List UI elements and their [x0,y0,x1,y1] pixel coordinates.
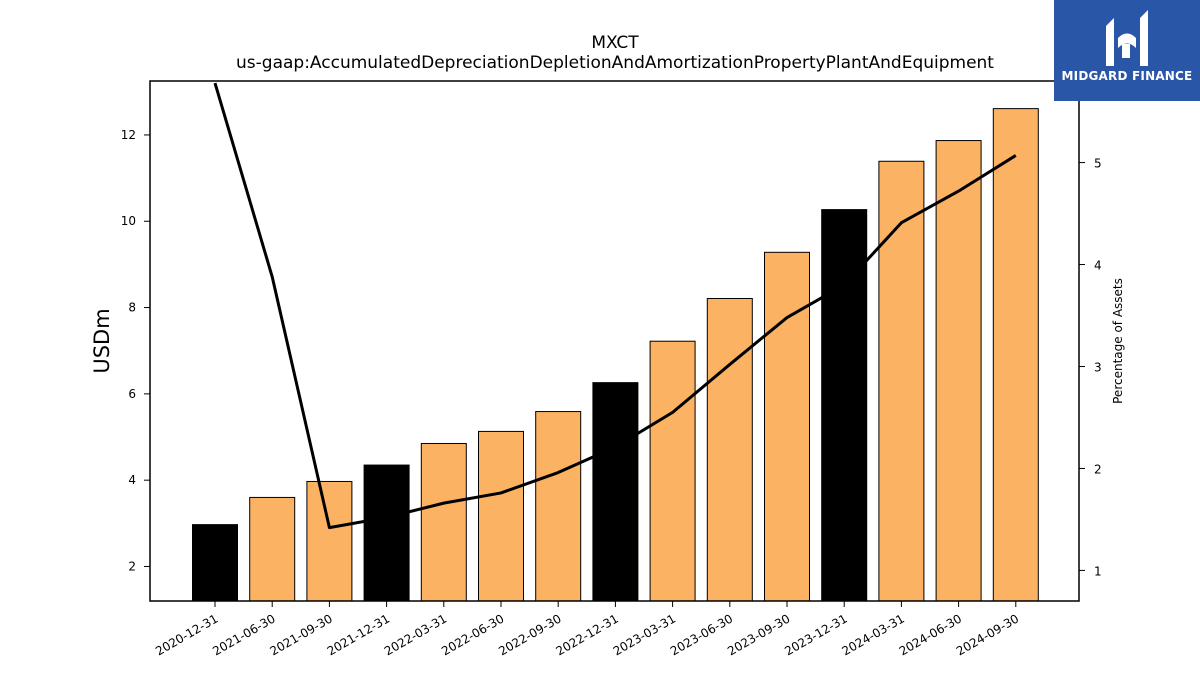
bars-layer [192,108,1039,602]
bar-2022-12-31 [592,382,639,602]
y2-tick-label: 3 [1094,360,1102,374]
x-tick-label: 2022-06-30 [439,611,506,658]
x-tick-label: 2023-12-31 [782,611,849,658]
x-tick-label: 2021-12-31 [325,611,392,658]
y2-axis: 1 2 3 4 5 [1079,157,1102,578]
chart-subtitle: us-gaap:AccumulatedDepreciationDepletion… [236,53,994,73]
bar-2021-09-30 [306,480,353,602]
y-tick-label: 2 [128,559,136,573]
bar-2021-12-31 [363,464,410,602]
x-tick-label: 2024-03-31 [839,611,906,658]
x-tick-label: 2023-03-31 [611,611,678,658]
y-axis: 2 4 6 8 10 12 [121,128,150,573]
y2-axis-label: Percentage of Assets [1111,278,1125,404]
y-tick-label: 4 [128,473,136,487]
x-tick-label: 2024-09-30 [954,611,1021,658]
y-tick-label: 8 [128,301,136,315]
bar-2020-12-31 [192,524,238,602]
y-tick-label: 10 [121,214,136,228]
line-layer [213,82,1017,530]
x-tick-label: 2022-03-31 [382,611,449,658]
bar-2022-06-30 [478,430,524,602]
y2-tick-label: 5 [1094,157,1102,171]
bar-2021-06-30 [249,496,296,602]
bar-2024-06-30 [935,140,982,602]
brand-logo: MIDGARD FINANCE [1054,0,1200,101]
chart-title: MXCT [591,33,639,53]
x-tick-label: 2022-12-31 [553,611,620,658]
y-tick-label: 6 [128,387,136,401]
bar-2022-09-30 [535,411,582,602]
y2-tick-label: 2 [1094,462,1102,476]
y2-tick-label: 4 [1094,259,1102,273]
percentage-of-assets-line [213,82,1017,530]
bar-2022-03-31 [420,442,467,602]
bar-2023-09-30 [764,251,810,602]
bar-2024-03-31 [878,160,925,602]
logo-mark-icon [1106,10,1148,66]
x-axis: 2020-12-312021-06-302021-09-302021-12-31… [153,601,1021,658]
x-tick-label: 2021-09-30 [267,611,334,658]
logo-text: MIDGARD FINANCE [1061,69,1193,83]
y-tick-label: 12 [121,128,136,142]
bar-2023-12-31 [821,209,868,602]
bar-2023-06-30 [706,297,753,602]
bar-2024-09-30 [992,108,1039,602]
y-axis-label: USDm [90,308,114,373]
plot-frame [149,80,1080,602]
y2-tick-label: 1 [1094,564,1102,578]
bar-2023-03-31 [649,340,696,602]
x-tick-label: 2021-06-30 [210,611,277,658]
x-tick-label: 2023-06-30 [668,611,735,658]
x-tick-label: 2022-09-30 [496,611,563,658]
x-tick-label: 2020-12-31 [153,611,220,658]
x-tick-label: 2023-09-30 [725,611,792,658]
x-tick-label: 2024-06-30 [897,611,964,658]
